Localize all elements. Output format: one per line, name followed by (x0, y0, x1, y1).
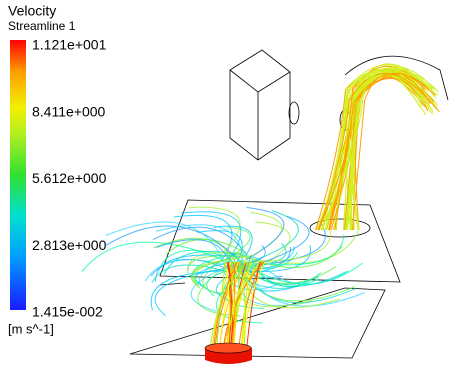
color-bar (10, 40, 26, 310)
color-bar-label: 2.813e+000 (32, 237, 107, 253)
color-bar-label: 1.121e+001 (32, 37, 107, 53)
color-bar-label: 1.415e-002 (32, 304, 103, 320)
geometry (130, 50, 448, 358)
streamlines (82, 64, 439, 350)
streamline (174, 215, 232, 260)
legend-unit: [m s^-1] (8, 321, 54, 336)
streamline (348, 75, 433, 230)
color-bar-label: 8.411e+000 (32, 103, 106, 119)
streamline (240, 227, 330, 261)
color-bar-labels: 1.121e+001 8.411e+000 5.612e+000 2.813e+000… (32, 37, 107, 320)
inlet (205, 343, 252, 364)
viewport: Velocity Streamline 1 1.121e+001 8.411e+0… (0, 0, 454, 371)
legend-title: Velocity (8, 3, 56, 19)
legend-subtitle: Streamline 1 (8, 19, 76, 33)
color-bar-label: 5.612e+000 (32, 170, 107, 186)
